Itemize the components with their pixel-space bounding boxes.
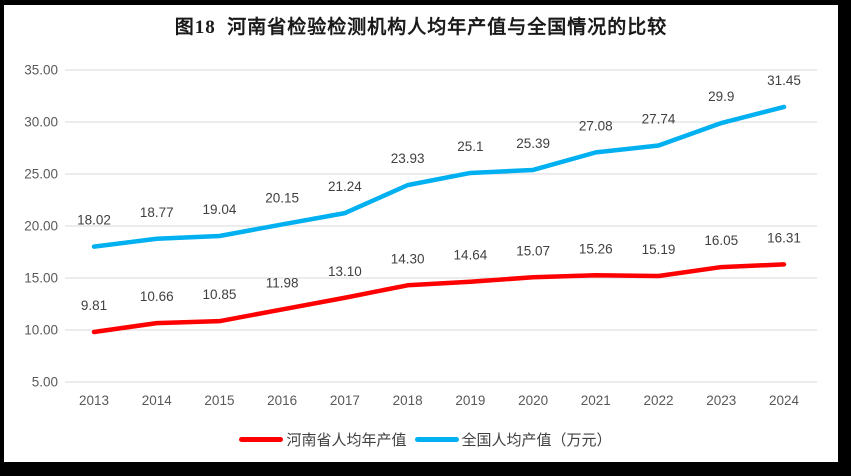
data-point-label: 13.10 (328, 264, 362, 279)
y-axis-tick-label: 30.00 (24, 115, 58, 130)
chart-title: 图18 河南省检验检测机构人均年产值与全国情况的比较 (174, 17, 668, 38)
data-point-label: 14.30 (391, 251, 425, 266)
x-axis-tick-label: 2014 (142, 393, 173, 408)
legend-item-henan: 河南省人均年产值 (239, 429, 407, 450)
legend-swatch-henan-line (239, 437, 284, 442)
x-axis-tick-label: 2015 (204, 393, 234, 408)
x-axis-tick-label: 2016 (267, 393, 297, 408)
x-axis-tick-label: 2022 (644, 393, 674, 408)
data-point-label: 31.45 (767, 73, 801, 88)
data-point-label: 10.85 (203, 287, 237, 302)
data-point-label: 16.31 (767, 230, 801, 245)
x-axis-tick-label: 2023 (706, 393, 736, 408)
y-axis-tick-label: 15.00 (24, 271, 58, 286)
data-point-label: 14.64 (453, 248, 487, 263)
chart-legend: 河南省人均年产值 全国人均产值（万元） (0, 429, 851, 450)
x-axis-tick-label: 2020 (518, 393, 548, 408)
x-axis-tick-label: 2024 (769, 393, 800, 408)
series-line-0 (91, 262, 787, 335)
x-axis-tick-label: 2017 (330, 393, 360, 408)
chart-canvas (4, 5, 838, 462)
y-axis-tick-label: 20.00 (24, 219, 58, 234)
data-point-label: 15.19 (642, 242, 676, 257)
legend-label-national: 全国人均产值（万元） (461, 432, 612, 449)
data-point-label: 11.98 (266, 275, 299, 290)
legend-swatch-national-line (414, 437, 459, 442)
x-axis-tick-label: 2019 (455, 393, 485, 408)
x-axis-tick-label: 2021 (581, 393, 611, 408)
x-axis-tick-label: 2018 (393, 393, 423, 408)
data-point-label: 19.04 (203, 202, 237, 217)
data-point-label: 18.77 (140, 205, 174, 220)
data-point-label: 10.66 (140, 289, 174, 304)
data-point-label: 23.93 (391, 151, 425, 166)
data-point-label: 9.81 (81, 298, 107, 313)
data-point-label: 27.74 (642, 112, 676, 127)
data-point-label: 29.9 (708, 89, 734, 104)
y-axis-tick-label: 35.00 (24, 63, 58, 78)
data-point-label: 25.39 (516, 136, 550, 151)
legend-item-national: 全国人均产值（万元） (414, 429, 612, 450)
data-point-label: 15.07 (516, 243, 550, 258)
data-point-label: 15.26 (579, 241, 613, 256)
data-point-label: 18.02 (77, 213, 111, 228)
data-point-label: 25.1 (457, 139, 483, 154)
legend-label-henan: 河南省人均年产值 (286, 432, 407, 449)
y-axis-tick-label: 10.00 (24, 323, 58, 338)
series-line-1 (91, 104, 787, 249)
data-point-label: 16.05 (704, 233, 738, 248)
data-point-label: 27.08 (579, 118, 613, 133)
data-point-label: 21.24 (328, 179, 362, 194)
x-axis-tick-label: 2013 (79, 393, 109, 408)
data-point-label: 20.15 (265, 190, 299, 205)
y-axis-tick-label: 5.00 (32, 375, 58, 390)
y-axis-tick-label: 25.00 (24, 167, 58, 182)
